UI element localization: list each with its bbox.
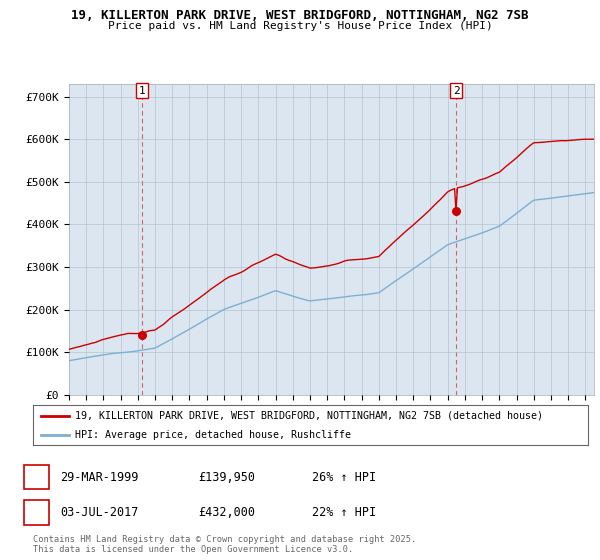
Text: £139,950: £139,950: [198, 470, 255, 484]
Text: 2: 2: [33, 506, 40, 519]
Text: Price paid vs. HM Land Registry's House Price Index (HPI): Price paid vs. HM Land Registry's House …: [107, 21, 493, 31]
Point: [451, 207, 461, 216]
Text: 03-JUL-2017: 03-JUL-2017: [60, 506, 139, 519]
Text: 2: 2: [453, 86, 460, 96]
Text: HPI: Average price, detached house, Rushcliffe: HPI: Average price, detached house, Rush…: [74, 430, 350, 440]
Text: Contains HM Land Registry data © Crown copyright and database right 2025.
This d: Contains HM Land Registry data © Crown c…: [33, 535, 416, 554]
Text: 26% ↑ HPI: 26% ↑ HPI: [312, 470, 376, 484]
Text: 19, KILLERTON PARK DRIVE, WEST BRIDGFORD, NOTTINGHAM, NG2 7SB (detached house): 19, KILLERTON PARK DRIVE, WEST BRIDGFORD…: [74, 411, 542, 421]
Text: 22% ↑ HPI: 22% ↑ HPI: [312, 506, 376, 519]
Text: 19, KILLERTON PARK DRIVE, WEST BRIDGFORD, NOTTINGHAM, NG2 7SB: 19, KILLERTON PARK DRIVE, WEST BRIDGFORD…: [71, 9, 529, 22]
Text: £432,000: £432,000: [198, 506, 255, 519]
Text: 1: 1: [33, 470, 40, 484]
Point: [137, 331, 147, 340]
Text: 29-MAR-1999: 29-MAR-1999: [60, 470, 139, 484]
Text: 1: 1: [139, 86, 145, 96]
